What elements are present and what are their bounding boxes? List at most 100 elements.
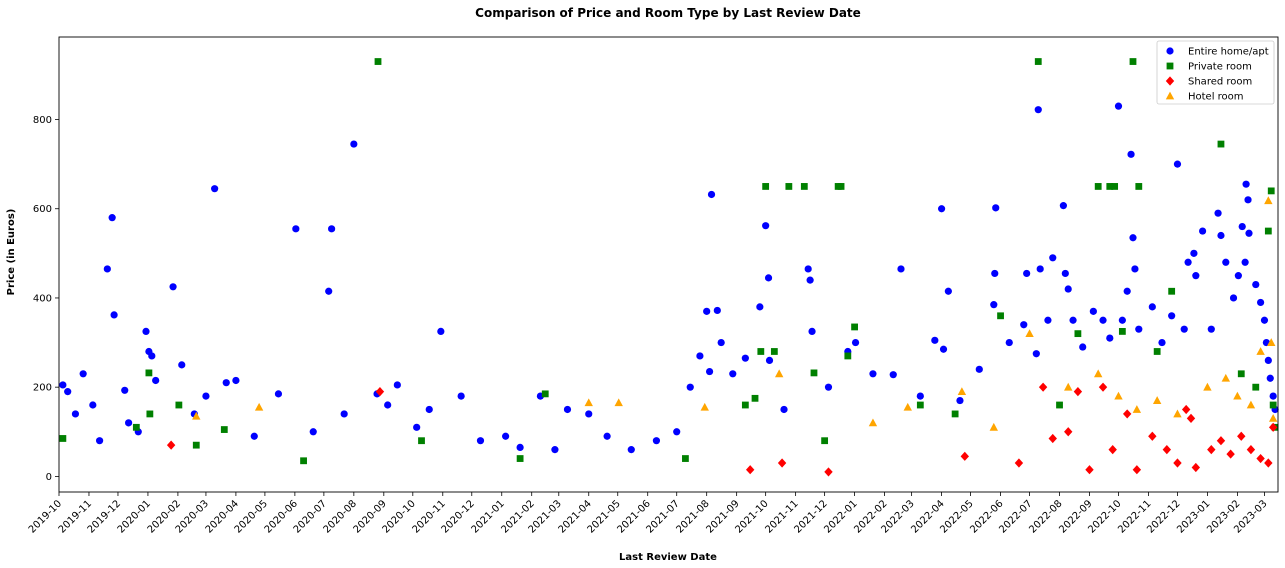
legend-marker [1166,62,1174,70]
data-point [975,365,983,373]
data-point [903,402,912,411]
plot-area [59,58,1279,477]
data-point [89,401,97,409]
data-point [1038,382,1048,392]
data-point [1132,405,1142,413]
data-point [585,410,593,418]
legend-box [1156,40,1275,105]
data-point [148,352,156,360]
data-point [384,401,392,409]
data-point [1032,350,1040,358]
data-point [756,303,764,311]
legend: Entire home/apt Private room Shared room Ho… [1156,40,1275,105]
data-point [1266,374,1274,382]
data-point [1061,269,1069,278]
data-point [1233,391,1242,400]
data-point [1238,222,1246,231]
data-point [1222,258,1230,266]
data-point [1269,401,1277,409]
data-point [717,338,725,347]
data-point [516,455,524,462]
data-point [1237,431,1246,441]
data-point [764,274,773,282]
data-point [309,428,317,436]
data-point [1168,287,1176,295]
data-point [1106,334,1114,342]
data-point [916,401,924,409]
data-point [250,432,258,440]
data-point [729,370,737,378]
data-point [673,428,681,436]
data-point [1079,343,1087,351]
data-point [1264,356,1272,365]
y-tick-label: 200 [33,383,52,394]
data-point [1252,383,1260,391]
data-point [1034,106,1042,114]
data-point [824,467,833,477]
data-point [328,225,336,233]
data-point [1229,294,1238,302]
legend-label: Shared room [1188,77,1252,88]
series-private-room [59,58,1279,465]
data-point [808,327,816,336]
data-point [1064,285,1072,293]
data-point [1267,338,1276,346]
data-point [1242,180,1250,188]
data-point [785,183,793,190]
data-point [340,410,348,418]
data-point [741,354,749,362]
data-point [1106,183,1114,190]
data-point [810,369,818,377]
data-point [1048,433,1057,444]
data-point [957,387,967,396]
data-point [211,185,219,193]
data-point [1264,227,1272,235]
data-point [1264,458,1273,468]
data-point [1020,321,1028,329]
data-point [476,437,485,445]
data-point [169,283,177,291]
y-tick-label: 0 [46,472,52,483]
series-shared-room [166,382,1278,477]
data-point [437,327,445,336]
data-point [614,398,623,407]
data-point [1135,183,1143,190]
chart-title: Comparison of Price and Room Type by Las… [475,6,861,20]
data-point [603,432,611,440]
data-point [851,323,858,331]
data-point [991,269,999,278]
data-point [1064,427,1073,437]
data-point [1191,462,1201,473]
data-point [1207,445,1216,455]
data-point [1168,312,1176,320]
data-point [1129,234,1137,242]
data-point [956,396,964,405]
data-point [1118,316,1126,324]
data-point [1181,404,1191,415]
series-hotel-room [192,196,1278,431]
data-point [951,410,959,418]
data-point [765,356,774,365]
data-point [374,58,382,65]
data-point [1098,382,1108,392]
data-point [821,437,829,445]
data-point [1237,370,1245,378]
data-point [125,419,133,427]
data-point [696,352,704,360]
data-point [1190,249,1198,257]
plot-frame [58,36,1279,493]
data-point [939,345,948,353]
data-point [1118,328,1126,335]
data-point [1085,465,1094,475]
data-point [146,410,154,418]
data-point [868,418,878,427]
legend-label: Private room [1188,62,1252,73]
data-point [1111,183,1119,190]
data-point [96,437,104,445]
data-point [777,458,787,468]
data-point [1162,445,1172,455]
data-point [703,307,711,315]
data-point [1158,338,1166,347]
data-point [142,327,150,336]
data-point [1014,458,1024,468]
